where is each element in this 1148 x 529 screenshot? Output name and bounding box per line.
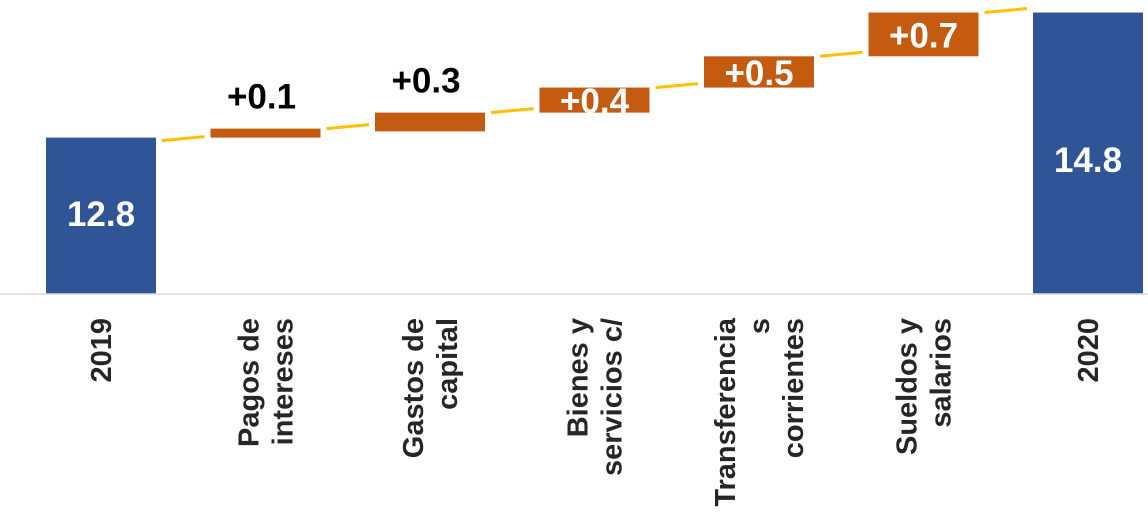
connector-1 [326,123,370,131]
bar-delta-1 [210,128,321,138]
data-label-2019: 12.8 [67,195,135,234]
tick-label-2: Gastos decapital [398,318,464,458]
data-label-delta-3: +0.4 [560,82,630,121]
data-label-2020: 14.8 [1054,141,1122,180]
tick-label-5: Sueldos ysalarios [892,318,958,455]
tick-label-line: Bienes y [563,318,595,437]
tick-label-3: Bienes yservicios c/ [563,318,629,476]
connector-5 [984,7,1028,15]
data-label-delta-5: +0.7 [889,16,958,55]
bar-delta-2 [375,112,485,132]
tick-label-line: Sueldos y [892,318,924,455]
bar-2020 [1033,12,1143,294]
bar-delta-4 [704,56,814,88]
bar-delta-3 [539,87,650,113]
tick-label-1: Pagos deintereses [234,318,300,447]
bar-2019 [46,137,156,294]
tick-label-line: salarios [926,318,958,428]
data-labels-layer: 12.8 +0.1 +0.3 +0.4 +0.5 +0.7 14.8 [67,16,1122,234]
tick-label-line: Pagos de [234,318,266,447]
data-label-delta-1: +0.1 [227,78,296,117]
connector-3 [655,82,699,90]
tick-label-line: servicios c/ [597,318,629,476]
data-label-delta-4: +0.5 [724,54,793,93]
connector-0 [161,135,205,143]
tick-label-line: intereses [268,318,300,445]
tick-label-line: 2020 [1073,318,1105,383]
tick-label-6: 2020 [1073,318,1105,383]
tick-label-0: 2019 [86,318,118,383]
connector-4 [819,50,863,58]
connector-2 [490,107,534,115]
connectors-layer [161,7,1028,143]
tick-labels-layer: 2019 Pagos deintereses Gastos decapital Bie… [86,317,1105,506]
tick-label-line: corrientes [778,318,810,458]
tick-label-line: Gastos de [398,318,430,458]
data-label-delta-2: +0.3 [391,62,460,101]
tick-label-line: 2019 [86,318,118,383]
tick-label-line: capital [432,318,464,410]
bar-delta-5 [868,12,979,57]
tick-label-line: Transferencia [710,317,742,506]
bars-layer [46,12,1143,294]
tick-label-4: Transferenciascorrientes [710,317,810,506]
tick-label-line: s [744,318,776,334]
